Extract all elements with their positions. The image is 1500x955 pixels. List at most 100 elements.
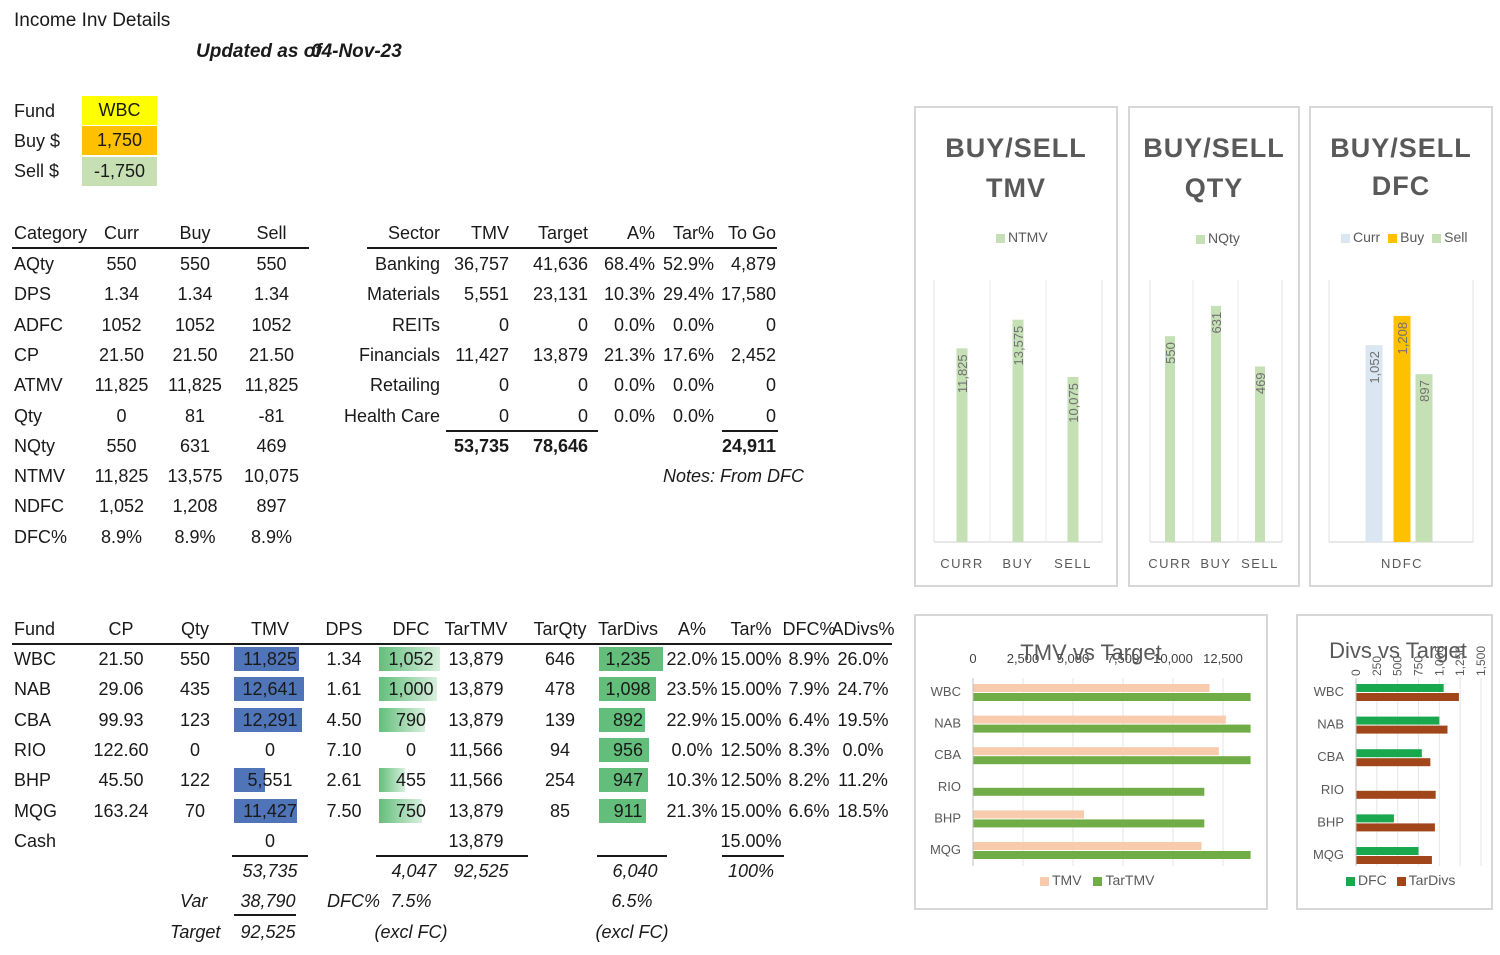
data-label: 11,825: [955, 354, 970, 393]
category-label: NAB: [1317, 717, 1344, 732]
chart-tmv-target-legend: TMV TarTMV: [1040, 872, 1154, 888]
fund-cell: 99.93: [98, 709, 144, 730]
fund-cell: 10.3%: [666, 770, 718, 791]
sector-cell: 0.0%: [672, 314, 714, 335]
legend-swatch-tardivs: [1396, 876, 1406, 886]
fund-header: DFC%: [782, 619, 836, 639]
bar-bhp-tmv: [973, 810, 1085, 819]
fund-header: TarQty: [533, 619, 587, 639]
category-cell: 21.50: [172, 344, 218, 365]
fund-cell: 70: [184, 800, 206, 821]
x-tick-label: 12,500: [1203, 651, 1243, 666]
legend-swatch-tmv: [1040, 876, 1049, 886]
total-line: [722, 430, 778, 432]
sell-label: Sell $: [14, 161, 60, 181]
category-label: MQG: [930, 842, 961, 857]
sector-total-togo: 24,911: [721, 436, 776, 456]
category-name: Qty: [14, 405, 43, 426]
fund-cell: 1,052: [388, 649, 434, 669]
sell-input[interactable]: -1,750: [82, 157, 157, 186]
fund-cell: 22.0%: [666, 649, 718, 669]
sector-cell: 0.0%: [613, 405, 655, 426]
fund-cell: 7.10: [326, 739, 362, 760]
sector-header: A%: [626, 223, 655, 243]
sector-cell: 17,580: [720, 284, 776, 305]
fund-cell: 0: [264, 830, 275, 851]
category-label: RIO: [1321, 782, 1344, 797]
fund-cell: 2.61: [326, 770, 362, 791]
chart-tmv-panel: BUY/SELL TMV NTMV 11,825 13,575 10,075 CURR…: [914, 106, 1118, 587]
category-cell: 8.9%: [100, 526, 143, 547]
sector-cell: 41,636: [532, 254, 588, 274]
tmv-data-bar: [234, 768, 265, 793]
category-cell: 11,825: [168, 375, 222, 396]
category-name: AQty: [14, 254, 55, 274]
fund-total-tmv: 53,735: [242, 861, 298, 881]
category-label: RIO: [938, 779, 961, 794]
fund-cell: 94: [549, 739, 571, 760]
sector-cell: 0.0%: [613, 375, 655, 396]
sector-header: Target: [537, 223, 588, 243]
fund-cell: 21.3%: [666, 800, 718, 821]
tardivs-data-bar: [599, 768, 648, 793]
category-label: WBC: [1314, 684, 1344, 699]
fund-cell: 8.2%: [788, 770, 830, 791]
bar-rio-tartmv: [973, 787, 1205, 796]
bar-sell: [1067, 377, 1079, 542]
chart-dfc-panel: BUY/SELL DFC Curr Buy Sell 1,052 1,208 897…: [1309, 106, 1493, 587]
chart-qty-legend: NQty: [1196, 230, 1240, 246]
legend-label-tartmv: TarTMV: [1105, 872, 1155, 888]
sector-header: To Go: [727, 223, 776, 243]
data-label: 897: [1417, 380, 1432, 402]
category-label: CURR: [1148, 556, 1192, 571]
fund-header: Qty: [180, 619, 209, 639]
bar-ndfc: [1415, 374, 1433, 542]
category-name: NTMV: [14, 466, 65, 487]
fund-cell: 24.7%: [837, 679, 889, 700]
excl-fc-1: (excl FC): [374, 922, 448, 942]
total-line: [597, 855, 667, 857]
category-label: BHP: [934, 810, 961, 825]
category-cell: 550: [106, 435, 137, 456]
fund-cell: 435: [179, 679, 211, 700]
bar-mqg-tardivs: [1356, 856, 1432, 864]
fund-cell: 1.61: [326, 679, 362, 700]
dfc-data-bar: [379, 677, 437, 702]
category-label: SELL: [1241, 556, 1279, 571]
var-value: 38,790: [240, 891, 296, 911]
fund-header: TarTMV: [444, 619, 508, 639]
x-tick-label: 0: [969, 651, 976, 666]
bar-mqg-tartmv: [973, 851, 1251, 859]
x-tick-label: 10,000: [1153, 651, 1193, 666]
fund-cell: 5,551: [247, 770, 293, 791]
category-cell: 21.50: [98, 344, 145, 365]
legend-swatch-buy: [1388, 233, 1398, 243]
bar-nab-dfc: [1356, 716, 1440, 725]
x-tick-label: 250: [1370, 656, 1384, 676]
fund-input[interactable]: WBC: [82, 96, 157, 125]
bar-wbc-tardivs: [1356, 693, 1459, 701]
fund-header: DPS: [325, 619, 363, 639]
total-line: [446, 430, 598, 432]
fund-cell: 8.3%: [788, 739, 830, 760]
sector-name: Retailing: [369, 375, 440, 396]
data-label: 469: [1253, 372, 1268, 394]
bar-nab-tardivs: [1356, 725, 1448, 734]
category-label: CBA: [1317, 749, 1344, 764]
sector-cell: 36,757: [453, 254, 509, 274]
category-label: BUY: [1200, 556, 1231, 571]
data-label: 1,208: [1395, 322, 1410, 355]
fund-cell: 15.00%: [720, 800, 782, 821]
fund-cell: 12.50%: [720, 770, 782, 791]
buy-input[interactable]: 1,750: [82, 126, 157, 155]
category-cell: 897: [256, 496, 287, 517]
category-cell: -81: [258, 405, 285, 426]
fund-label: Fund: [14, 101, 56, 121]
header-underline: [367, 247, 777, 249]
fund-cell: 13,879: [448, 800, 504, 821]
fund-cell: 122.60: [93, 739, 149, 760]
legend-swatch: [996, 233, 1005, 243]
chart-qty: 550 631 469 CURR BUY SELL: [1148, 280, 1283, 571]
sector-cell: 0: [498, 314, 509, 335]
notes-value: From DFC: [720, 466, 804, 486]
